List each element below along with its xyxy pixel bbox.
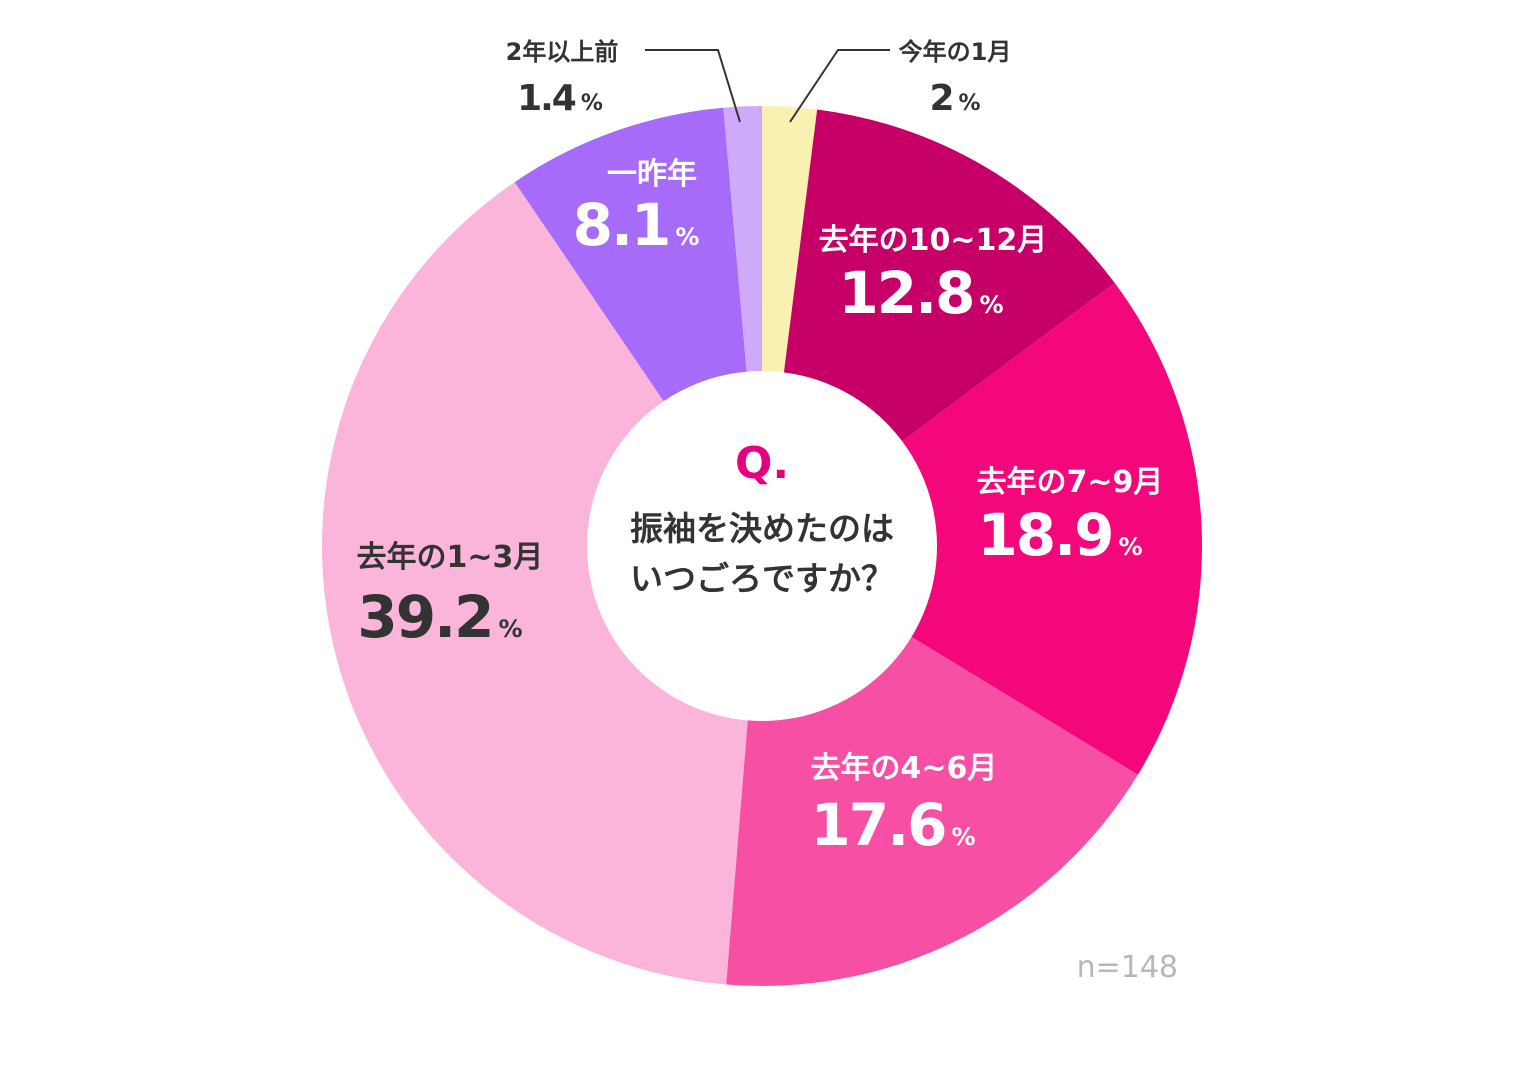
- slice-value-6: 1.4%: [517, 78, 603, 119]
- slice-label-1: 去年の10~12月: [819, 223, 1048, 258]
- slice-label-6: 2年以上前: [506, 38, 619, 66]
- leader-line-0: [789, 49, 890, 123]
- question-line-2: いつごろですか？: [630, 559, 894, 598]
- slice-value-0: 2%: [929, 78, 980, 119]
- slice-value-4: 39.2%: [357, 583, 522, 651]
- slice-value-5: 8.1%: [573, 191, 700, 259]
- leader-line-6: [645, 49, 741, 123]
- slice-value-3: 17.6%: [810, 791, 975, 859]
- slice-value-2: 18.9%: [977, 501, 1142, 569]
- pie-slice-2: [762, 282, 1202, 775]
- leader-lines-group: [645, 49, 890, 123]
- slice-label-0: 今年の1月: [899, 38, 1012, 66]
- center-hole: [587, 371, 937, 721]
- question-mark: Q.: [735, 438, 789, 489]
- sample-size: n=148: [1077, 950, 1178, 985]
- question-line-1: 振袖を決めたのは: [630, 509, 894, 548]
- slice-label-4: 去年の1~3月: [357, 540, 544, 575]
- slice-label-5: 一昨年: [607, 157, 697, 192]
- slice-value-1: 12.8%: [838, 259, 1003, 327]
- slice-label-3: 去年の4~6月: [811, 751, 998, 786]
- slice-label-2: 去年の7~9月: [977, 465, 1164, 500]
- pie-slice-4: [321, 182, 762, 985]
